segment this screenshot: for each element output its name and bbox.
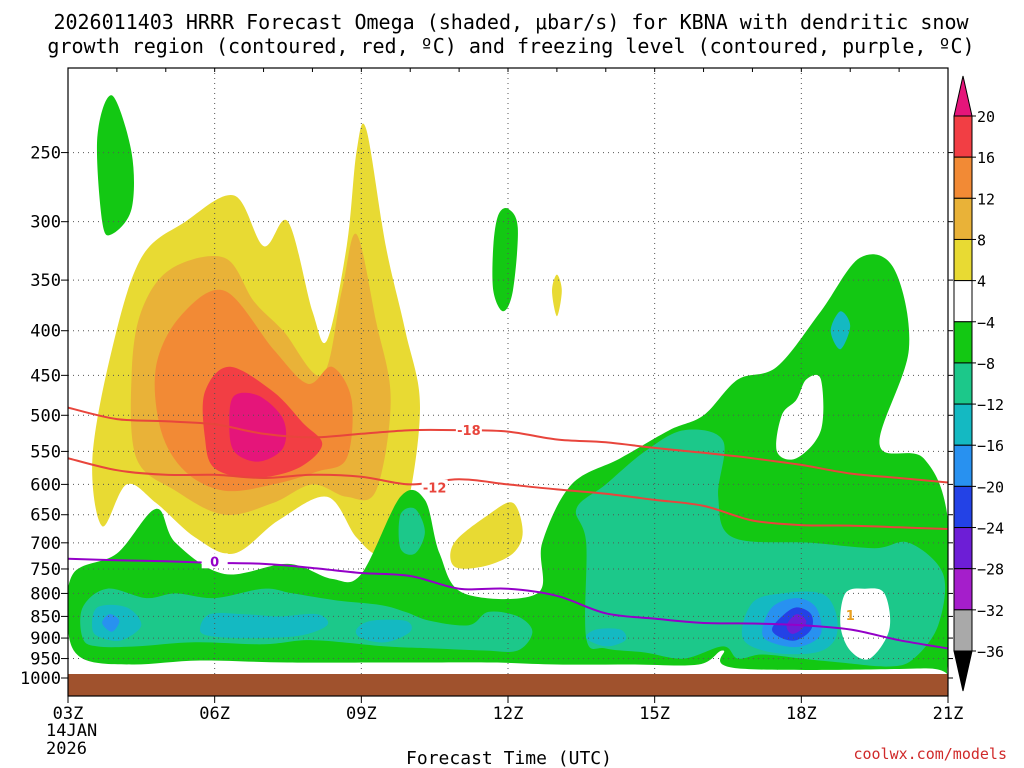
omega-region-15 — [200, 612, 329, 639]
y-tick-label: 400 — [30, 322, 61, 342]
date-label-day: 14JAN — [46, 721, 97, 741]
y-tick-label: 850 — [30, 607, 61, 627]
x-axis: 03Z 06Z 09Z 12Z 15Z 18Z 21Z — [53, 68, 964, 724]
colorbar-label: 8 — [977, 231, 986, 249]
y-tick-label: 500 — [30, 406, 61, 426]
y-axis: 2503003504004505005506006507007508008509… — [20, 144, 953, 689]
omega-region-19 — [840, 588, 891, 660]
colorbar-label: −32 — [977, 602, 1004, 620]
colorbar-label: 16 — [977, 149, 995, 167]
colorbar-bin — [953, 197, 973, 240]
omega-region-5 — [96, 95, 134, 236]
y-tick-label: 950 — [30, 650, 61, 670]
colorbar-top-arrow — [953, 75, 973, 117]
contour-label-2: 0 — [210, 555, 219, 570]
y-tick-label: 300 — [30, 213, 61, 233]
omega-region-8 — [450, 502, 523, 569]
chart-title-line1: 2026011403 HRRR Forecast Omega (shaded, … — [53, 10, 969, 34]
y-tick-label: 650 — [30, 506, 61, 526]
omega-region-16 — [355, 619, 412, 643]
y-tick-label: 800 — [30, 584, 61, 604]
omega-region-6 — [552, 274, 562, 317]
plot-area: -18 -12 0 1 — [68, 68, 948, 696]
date-label-year: 2026 — [46, 739, 87, 759]
omega-region-20 — [830, 311, 851, 350]
colorbar-label: −28 — [977, 561, 1004, 579]
x-tick-label: 09Z — [346, 704, 377, 724]
colorbar-label: −8 — [977, 355, 995, 373]
y-tick-label: 450 — [30, 366, 61, 386]
colorbar-label: 20 — [977, 108, 995, 126]
colorbar-label: −20 — [977, 478, 1004, 496]
colorbar-bin — [953, 485, 973, 529]
y-tick-label: 250 — [30, 144, 61, 164]
colorbar-bin — [953, 444, 973, 487]
omega-shading-layer — [68, 95, 948, 675]
omega-region-7 — [492, 208, 518, 312]
contour-line-0 — [68, 406, 948, 484]
y-tick-label: 600 — [30, 475, 61, 495]
x-tick-label: 21Z — [933, 704, 964, 724]
colorbar-bin — [953, 280, 973, 323]
contour-label-bg-0 — [455, 422, 482, 438]
colorbar-label: −4 — [977, 314, 995, 332]
y-tick-label: 700 — [30, 534, 61, 554]
contour-label-bg-1 — [421, 479, 448, 495]
contour-label-0: -18 — [457, 424, 481, 439]
contour-layer: -18 -12 0 1 — [68, 406, 948, 650]
colorbar-label: −36 — [977, 643, 1004, 661]
annotation-0: 1 — [846, 609, 855, 624]
colorbar-bin — [953, 403, 973, 446]
colorbar: 20 16 12 8 4 −4 −8 −12 −16 −20 −24 −28 −32 −36 — [953, 75, 1004, 692]
contour-line-1 — [68, 457, 948, 530]
y-tick-label: 750 — [30, 560, 61, 580]
credit-text: coolwx.com/models — [853, 745, 1007, 763]
colorbar-bin — [953, 238, 973, 282]
colorbar-bin — [953, 156, 973, 199]
x-tick-label: 18Z — [786, 704, 817, 724]
colorbar-bin — [953, 609, 973, 652]
x-axis-title: Forecast Time (UTC) — [406, 748, 612, 768]
omega-region-17 — [585, 628, 627, 647]
contour-label-bg-2 — [201, 553, 228, 569]
y-tick-label: 550 — [30, 442, 61, 462]
colorbar-bin — [953, 362, 973, 405]
x-tick-label: 03Z — [53, 704, 84, 724]
colorbar-label: −16 — [977, 437, 1004, 455]
colorbar-bin — [953, 115, 973, 158]
colorbar-label: 12 — [977, 190, 995, 208]
omega-region-10 — [776, 374, 824, 460]
ground-bar — [68, 674, 948, 696]
colorbar-label: −12 — [977, 396, 1004, 414]
colorbar-bottom-arrow — [953, 650, 973, 692]
contour-label-1: -12 — [423, 482, 447, 497]
y-tick-label: 900 — [30, 629, 61, 649]
colorbar-bin — [953, 568, 973, 611]
colorbar-label: 4 — [977, 273, 986, 291]
x-tick-label: 06Z — [199, 704, 230, 724]
colorbar-bin — [953, 321, 973, 364]
omega-region-22 — [102, 614, 120, 632]
colorbar-bin — [953, 527, 973, 570]
omega-region-4 — [229, 392, 287, 462]
y-tick-label: 350 — [30, 271, 61, 291]
x-tick-label: 15Z — [639, 704, 670, 724]
chart-title-line2: growth region (contoured, red, ºC) and f… — [47, 34, 974, 58]
x-tick-label: 12Z — [493, 704, 524, 724]
y-tick-label: 1000 — [20, 669, 61, 689]
colorbar-label: −24 — [977, 520, 1004, 538]
